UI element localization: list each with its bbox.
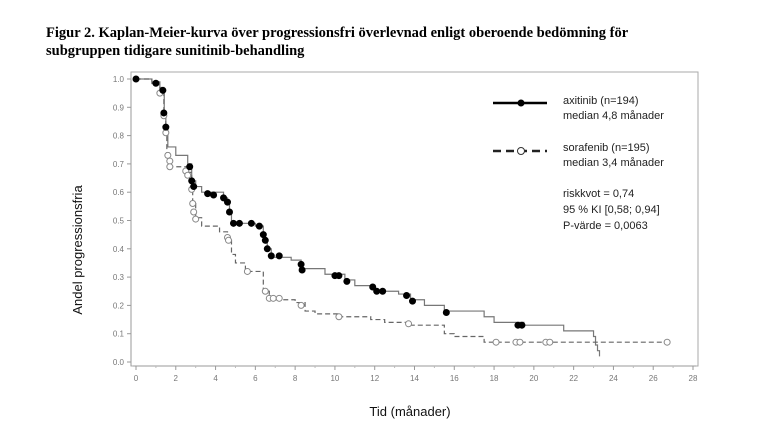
x-tick-label: 4 xyxy=(213,374,218,383)
y-tick-label: 0.9 xyxy=(113,103,125,112)
axitinib-censor-mark xyxy=(373,287,381,295)
axitinib-censor-mark xyxy=(247,219,255,227)
axitinib-curve xyxy=(136,78,601,357)
x-axis-label: Tid (månader) xyxy=(369,404,450,419)
legend-axitinib-median: median 4,8 månader xyxy=(563,110,664,122)
axitinib-censor-mark xyxy=(261,236,269,244)
sorafenib-censor-mark xyxy=(162,129,170,137)
sorafenib-censor-mark xyxy=(164,151,172,159)
y-tick-label: 0.6 xyxy=(113,188,125,197)
sorafenib-censor-mark xyxy=(269,294,277,302)
axitinib-censor-mark xyxy=(132,75,140,83)
y-tick-label: 0.3 xyxy=(113,273,125,282)
sorafenib-censor-mark xyxy=(189,200,197,208)
axitinib-censor-mark xyxy=(152,79,160,87)
sorafenib-curve xyxy=(136,78,668,343)
axitinib-censor-mark xyxy=(160,109,168,117)
axitinib-censor-mark xyxy=(259,231,267,239)
y-tick-label: 0.4 xyxy=(113,245,125,254)
x-tick-label: 10 xyxy=(330,374,339,383)
axitinib-censor-mark xyxy=(229,219,237,227)
y-tick-label: 0.5 xyxy=(113,217,125,226)
axitinib-censor-mark xyxy=(255,222,263,230)
title-line-1: Figur 2. Kaplan-Meier-kurva över progres… xyxy=(46,25,629,41)
axitinib-censor-mark xyxy=(275,252,283,260)
figure-title: Figur 2. Kaplan-Meier-kurva över progres… xyxy=(46,24,746,60)
sorafenib-censor-mark xyxy=(663,338,671,346)
annotation-hazard-ratio: riskkvot = 0,74 xyxy=(563,188,634,200)
x-tick-label: 28 xyxy=(689,374,698,383)
legend: axitinib (n=194) median 4,8 månader sora… xyxy=(493,95,664,232)
sorafenib-censor-mark xyxy=(190,208,198,216)
axitinib-censor-mark xyxy=(518,321,526,329)
axitinib-censor-mark xyxy=(162,123,170,131)
x-tick-label: 6 xyxy=(253,374,258,383)
axitinib-censor-mark xyxy=(369,283,377,291)
sorafenib-censor-mark xyxy=(275,294,283,302)
sorafenib-censor-mark xyxy=(261,287,269,295)
axitinib-censor-mark xyxy=(442,308,450,316)
sorafenib-censor-mark xyxy=(192,215,200,223)
legend-sorafenib-label: sorafenib (n=195) xyxy=(563,142,650,154)
axitinib-censor-mark xyxy=(335,272,343,280)
sorafenib-censor-mark xyxy=(516,338,524,346)
axitinib-censor-mark xyxy=(220,194,228,202)
x-tick-label: 20 xyxy=(529,374,538,383)
axitinib-censor-mark xyxy=(297,260,305,268)
legend-sorafenib-marker xyxy=(517,147,525,155)
sorafenib-censor-mark xyxy=(184,171,192,179)
x-tick-label: 16 xyxy=(450,374,459,383)
axitinib-censor-mark xyxy=(267,252,275,260)
title-line-2: subgruppen tidigare sunitinib-behandling xyxy=(46,43,305,59)
x-tick-label: 26 xyxy=(649,374,658,383)
axitinib-censor-mark xyxy=(204,190,212,198)
axitinib-censor-mark xyxy=(190,183,198,191)
axitinib-censor-mark xyxy=(224,198,232,206)
x-tick-label: 0 xyxy=(134,374,139,383)
axitinib-censor-mark xyxy=(210,191,218,199)
axitinib-censor-mark xyxy=(159,86,167,94)
sorafenib-censor-mark xyxy=(166,163,174,171)
axitinib-censor-mark xyxy=(235,219,243,227)
legend-sorafenib-median: median 3,4 månader xyxy=(563,157,664,169)
sorafenib-censor-mark xyxy=(166,157,174,165)
y-tick-label: 0.7 xyxy=(113,160,125,169)
axitinib-censor-mark xyxy=(298,266,306,274)
y-tick-label: 1.0 xyxy=(113,75,125,84)
axitinib-censor-mark xyxy=(186,163,194,171)
x-tick-label: 8 xyxy=(293,374,298,383)
sorafenib-censor-mark xyxy=(225,236,233,244)
legend-axitinib-marker xyxy=(517,99,525,107)
y-axis-label: Andel progressionsfria xyxy=(70,185,85,315)
sorafenib-censor-mark xyxy=(335,313,343,321)
y-tick-label: 0.1 xyxy=(113,330,125,339)
x-tick-label: 14 xyxy=(410,374,419,383)
axitinib-censor-mark xyxy=(225,208,233,216)
axitinib-censor-mark xyxy=(403,291,411,299)
annotation-p-value: P-värde = 0,0063 xyxy=(563,220,648,232)
sorafenib-censor-mark xyxy=(492,338,500,346)
axitinib-censor-mark xyxy=(188,177,196,185)
axitinib-censor-mark xyxy=(379,287,387,295)
x-tick-label: 22 xyxy=(569,374,578,383)
legend-axitinib-label: axitinib (n=194) xyxy=(563,95,639,107)
sorafenib-censor-mark xyxy=(546,338,554,346)
x-tick-label: 24 xyxy=(609,374,618,383)
sorafenib-censor-mark xyxy=(243,267,251,275)
y-tick-label: 0.0 xyxy=(113,358,125,367)
y-tick-label: 0.8 xyxy=(113,132,125,141)
x-tick-label: 12 xyxy=(370,374,379,383)
sorafenib-censor-mark xyxy=(405,320,413,328)
y-tick-label: 0.2 xyxy=(113,301,125,310)
x-tick-label: 18 xyxy=(490,374,499,383)
annotation-ci: 95 % KI [0,58; 0,94] xyxy=(563,204,660,216)
axitinib-censor-mark xyxy=(343,277,351,285)
sorafenib-censor-mark xyxy=(297,301,305,309)
axitinib-censor-mark xyxy=(263,245,271,253)
axitinib-censor-mark xyxy=(409,297,417,305)
x-tick-label: 2 xyxy=(174,374,179,383)
